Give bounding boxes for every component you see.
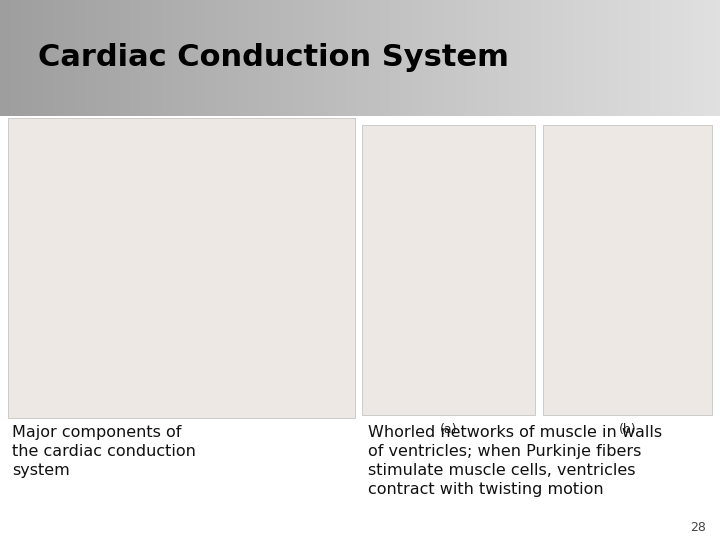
Text: system: system — [12, 463, 70, 478]
Bar — [362, 125, 535, 415]
Text: the cardiac conduction: the cardiac conduction — [12, 444, 196, 459]
Text: (b): (b) — [618, 423, 636, 436]
Text: contract with twisting motion: contract with twisting motion — [368, 482, 603, 497]
Text: Cardiac Conduction System: Cardiac Conduction System — [38, 44, 509, 72]
Bar — [8, 118, 355, 418]
Text: 28: 28 — [690, 521, 706, 534]
Bar — [543, 125, 712, 415]
Text: Major components of: Major components of — [12, 425, 181, 440]
Text: of ventricles; when Purkinje fibers: of ventricles; when Purkinje fibers — [368, 444, 642, 459]
Text: (a): (a) — [440, 423, 457, 436]
Text: Whorled networks of muscle in walls: Whorled networks of muscle in walls — [368, 425, 662, 440]
Text: stimulate muscle cells, ventricles: stimulate muscle cells, ventricles — [368, 463, 636, 478]
